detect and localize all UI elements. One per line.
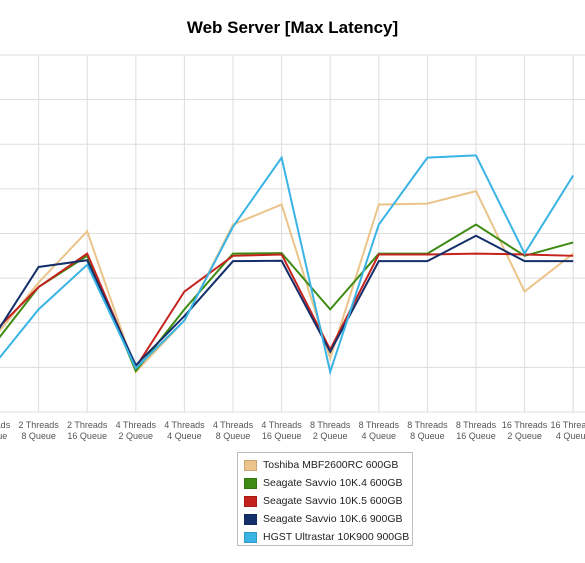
series-line-1 bbox=[0, 223, 574, 373]
legend-swatch bbox=[244, 531, 257, 543]
chart-legend: Toshiba MBF2600RC 600GB Seagate Savvio 10… bbox=[237, 452, 413, 546]
series-line-4 bbox=[0, 154, 575, 376]
chart-title: Web Server [Max Latency] bbox=[186, 18, 399, 37]
x-tick-label: 4 Threads 2 Queue bbox=[116, 420, 157, 441]
legend-item: Seagate Savvio 10K.6 900GB bbox=[244, 510, 412, 528]
legend-item: Seagate Savvio 10K.4 600GB bbox=[244, 474, 412, 492]
legend-label: HGST Ultrastar 10K900 900GB bbox=[263, 531, 410, 543]
x-tick-label: 2 Threads 8 Queue bbox=[18, 420, 59, 441]
legend-item: HGST Ultrastar 10K900 900GB bbox=[244, 528, 412, 546]
legend-label: Toshiba MBF2600RC 600GB bbox=[263, 459, 399, 471]
x-tick-label: 4 Threads 4 Queue bbox=[164, 420, 205, 441]
x-tick-label: 8 Threads 2 Queue bbox=[310, 420, 351, 441]
legend-label: Seagate Savvio 10K.4 600GB bbox=[263, 477, 403, 489]
x-tick-label: 8 Threads 8 Queue bbox=[407, 420, 448, 441]
legend-item: Toshiba MBF2600RC 600GB bbox=[244, 456, 412, 474]
x-tick-label: 16 Threads 2 Queue bbox=[502, 420, 548, 441]
x-tick-label: 8 Threads 16 Queue bbox=[456, 420, 497, 441]
legend-item: Seagate Savvio 10K.5 600GB bbox=[244, 492, 412, 510]
chart-lines bbox=[0, 154, 575, 376]
legend-swatch bbox=[244, 495, 257, 507]
series-line-3 bbox=[0, 234, 574, 367]
legend-swatch bbox=[244, 459, 257, 471]
x-tick-label: 8 Threads 4 Queue bbox=[359, 420, 400, 441]
legend-swatch bbox=[244, 477, 257, 489]
x-tick-label: 4 Threads 8 Queue bbox=[213, 420, 254, 441]
x-tick-label: 4 Threads 16 Queue bbox=[261, 420, 302, 441]
x-tick-label: 2 Threads 16 Queue bbox=[67, 420, 108, 441]
legend-label: Seagate Savvio 10K.6 900GB bbox=[263, 513, 403, 525]
series-line-0 bbox=[0, 189, 574, 374]
legend-label: Seagate Savvio 10K.5 600GB bbox=[263, 495, 403, 507]
series-line-2 bbox=[0, 252, 574, 370]
legend-swatch bbox=[244, 513, 257, 525]
